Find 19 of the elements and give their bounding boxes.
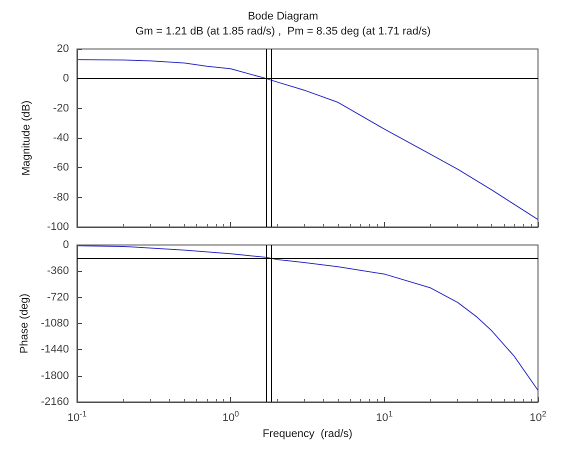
y-tick-label: 0 (62, 239, 69, 251)
chart-title: Bode Diagram (248, 10, 318, 22)
y-tick-label: -80 (53, 191, 69, 204)
y-tick-label: -1440 (40, 344, 69, 356)
y-axis-title: Phase (deg) (18, 294, 30, 354)
y-tick-label: -2160 (40, 396, 69, 408)
x-axis-title: Frequency (rad/s) (262, 428, 352, 440)
y-axis-title: Magnitude (dB) (20, 100, 32, 176)
y-tick-label: -1800 (40, 370, 69, 382)
y-tick-label: 0 (62, 72, 69, 85)
y-tick-label: -360 (46, 265, 69, 278)
y-tick-label: -720 (46, 291, 69, 304)
y-tick-label: -20 (53, 102, 69, 114)
y-tick-label: 20 (56, 43, 69, 55)
y-tick-label: -100 (46, 221, 69, 233)
y-tick-label: -60 (53, 162, 69, 174)
y-tick-label: -40 (53, 132, 69, 144)
chart-subtitle: Gm = 1.21 dB (at 1.85 rad/s) , Pm = 8.35 deg (at 1.71 rad/s) (135, 26, 431, 38)
y-tick-label: -1080 (40, 318, 69, 330)
